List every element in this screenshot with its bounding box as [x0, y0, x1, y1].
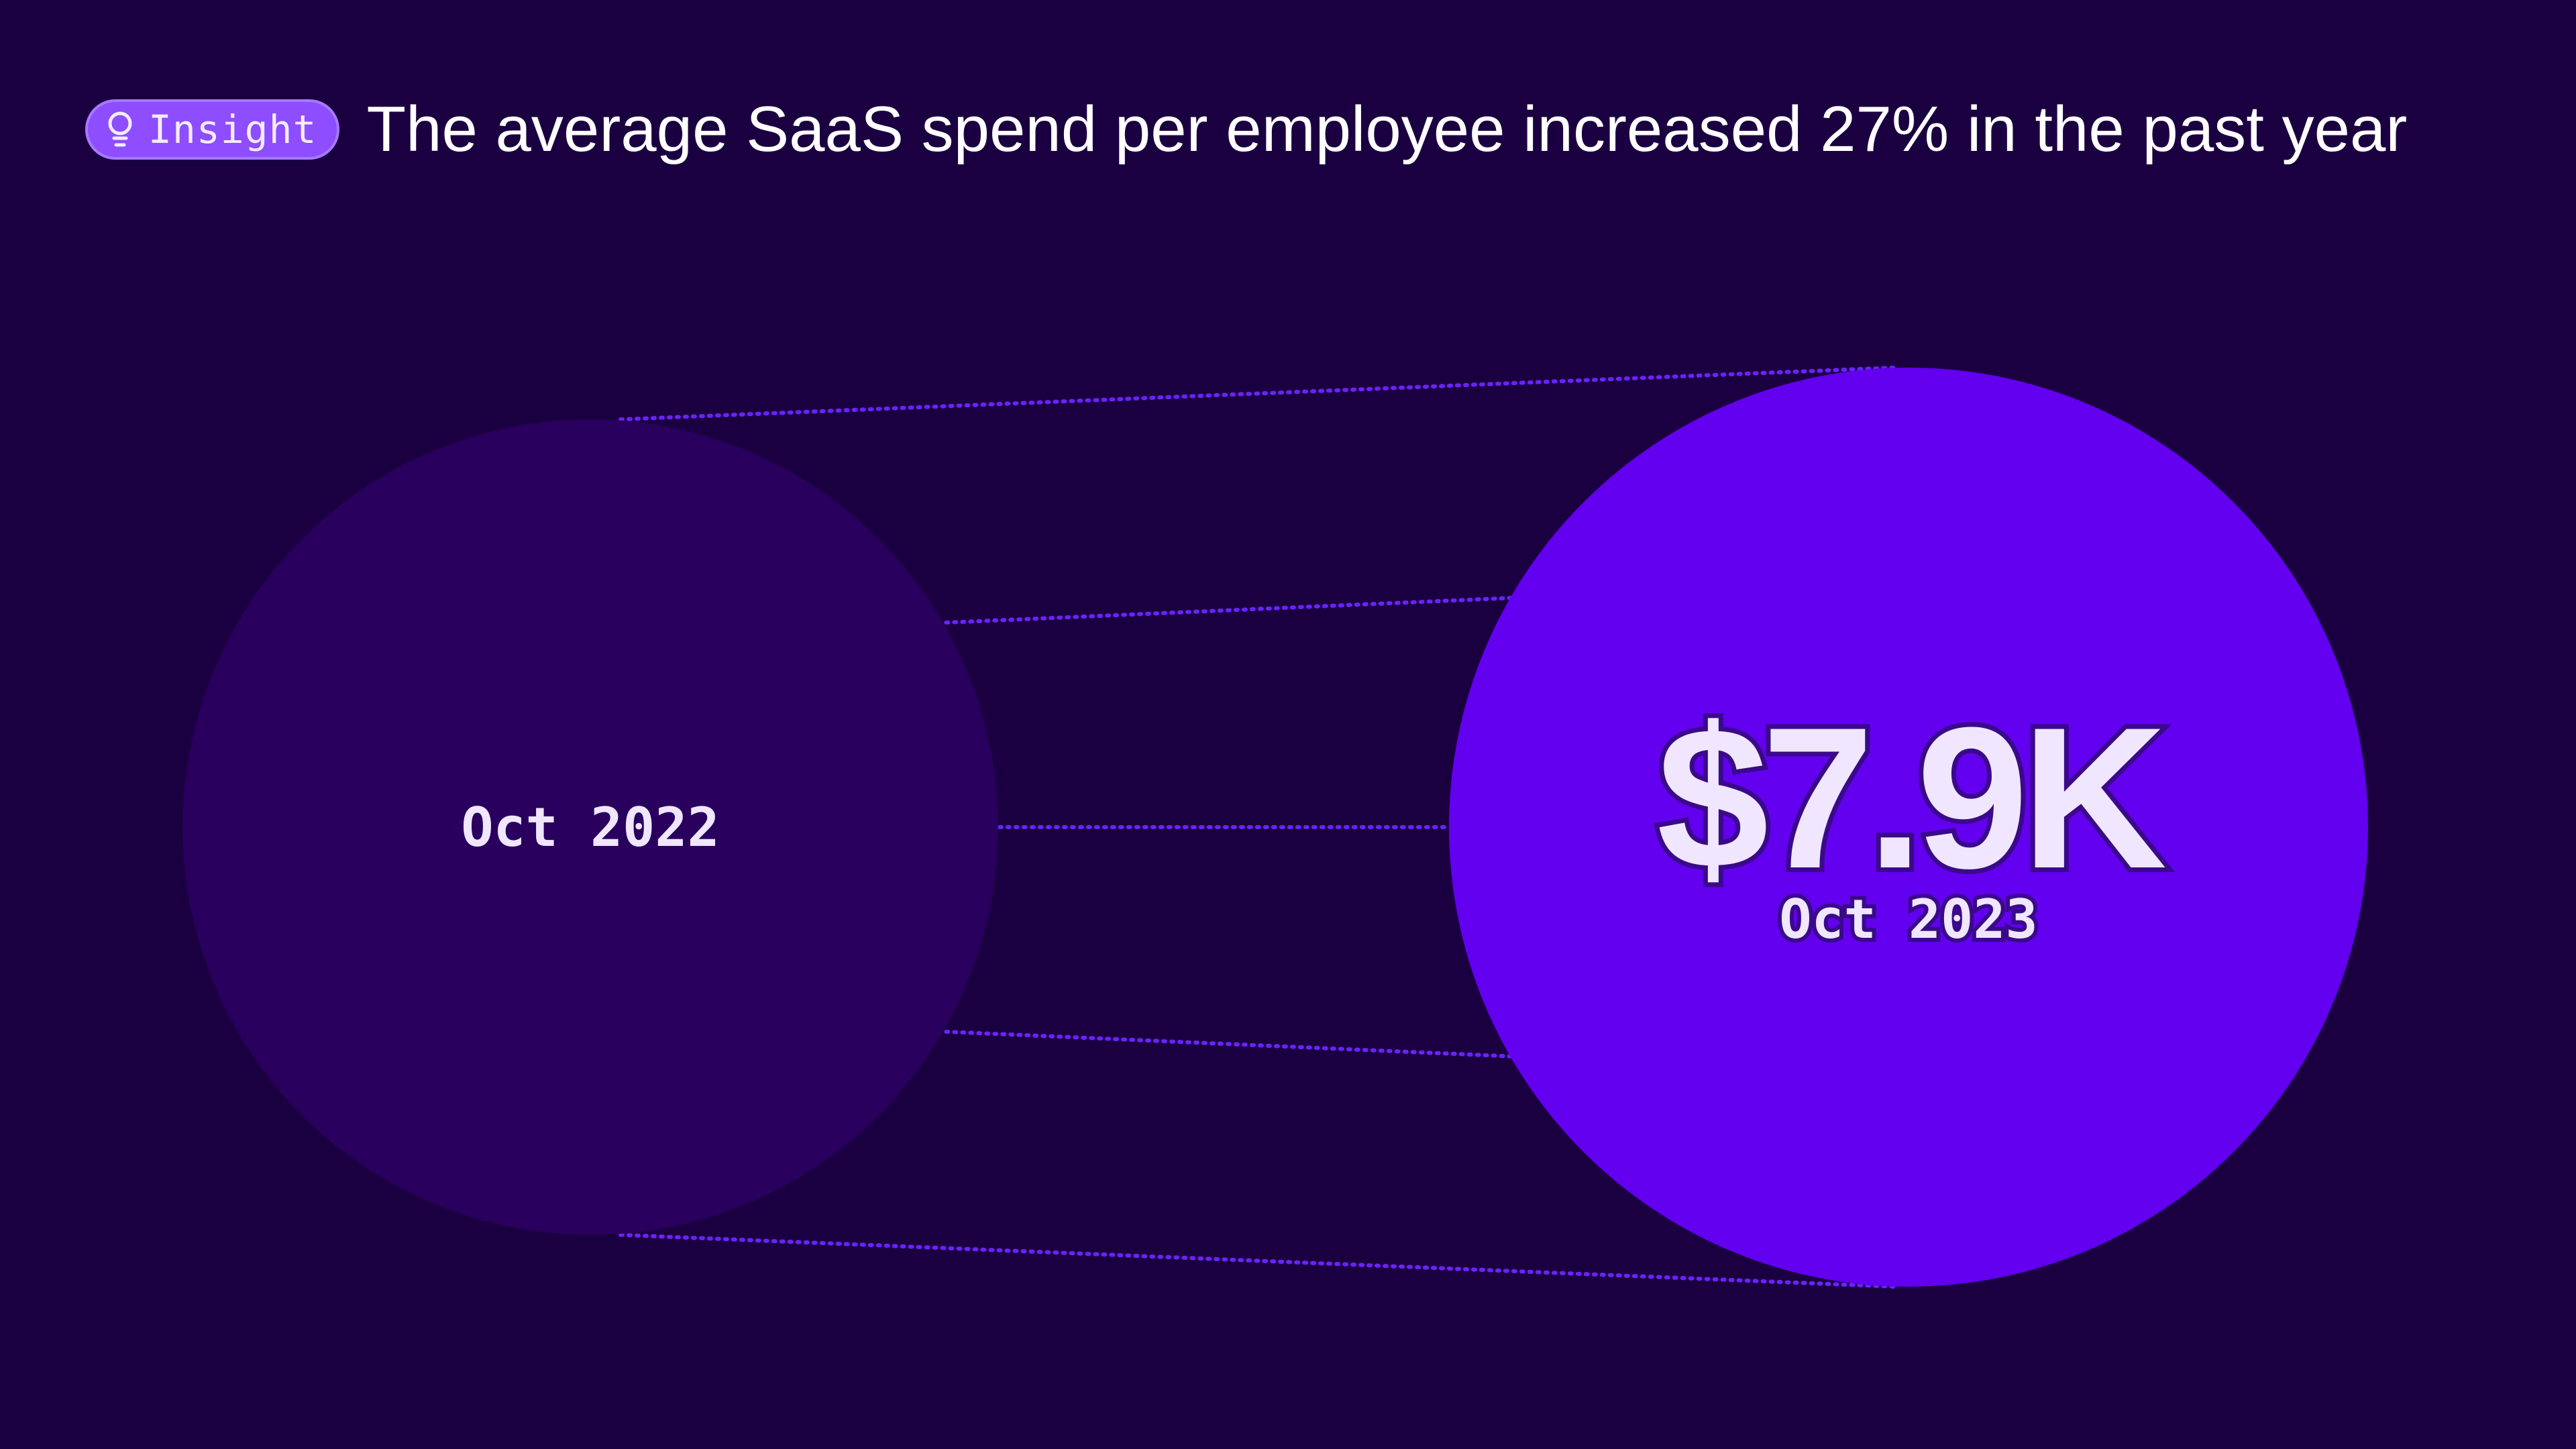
bubble-date-label: Oct 2022 [461, 796, 719, 859]
connector-line-4 [619, 1232, 1897, 1289]
header: Insight The average SaaS spend per emplo… [85, 93, 2407, 166]
insight-title: The average SaaS spend per employee incr… [366, 93, 2408, 165]
bubble-value-label: $7.9K [1657, 685, 2167, 910]
insight-badge-label: Insight [148, 107, 317, 152]
connector-line-3 [928, 1028, 1526, 1059]
connector-line-0 [619, 366, 1897, 422]
bubble-oct-2022 [182, 419, 998, 1235]
bubble-date-label: Oct 2023 [1779, 888, 2037, 951]
bubbles [182, 368, 2368, 1287]
insight-badge: Insight [85, 99, 340, 160]
connector-line-1 [928, 595, 1526, 626]
connector-lines [619, 366, 1897, 1289]
bubble-oct-2023 [1449, 368, 2368, 1287]
lightbulb-icon [104, 110, 136, 149]
